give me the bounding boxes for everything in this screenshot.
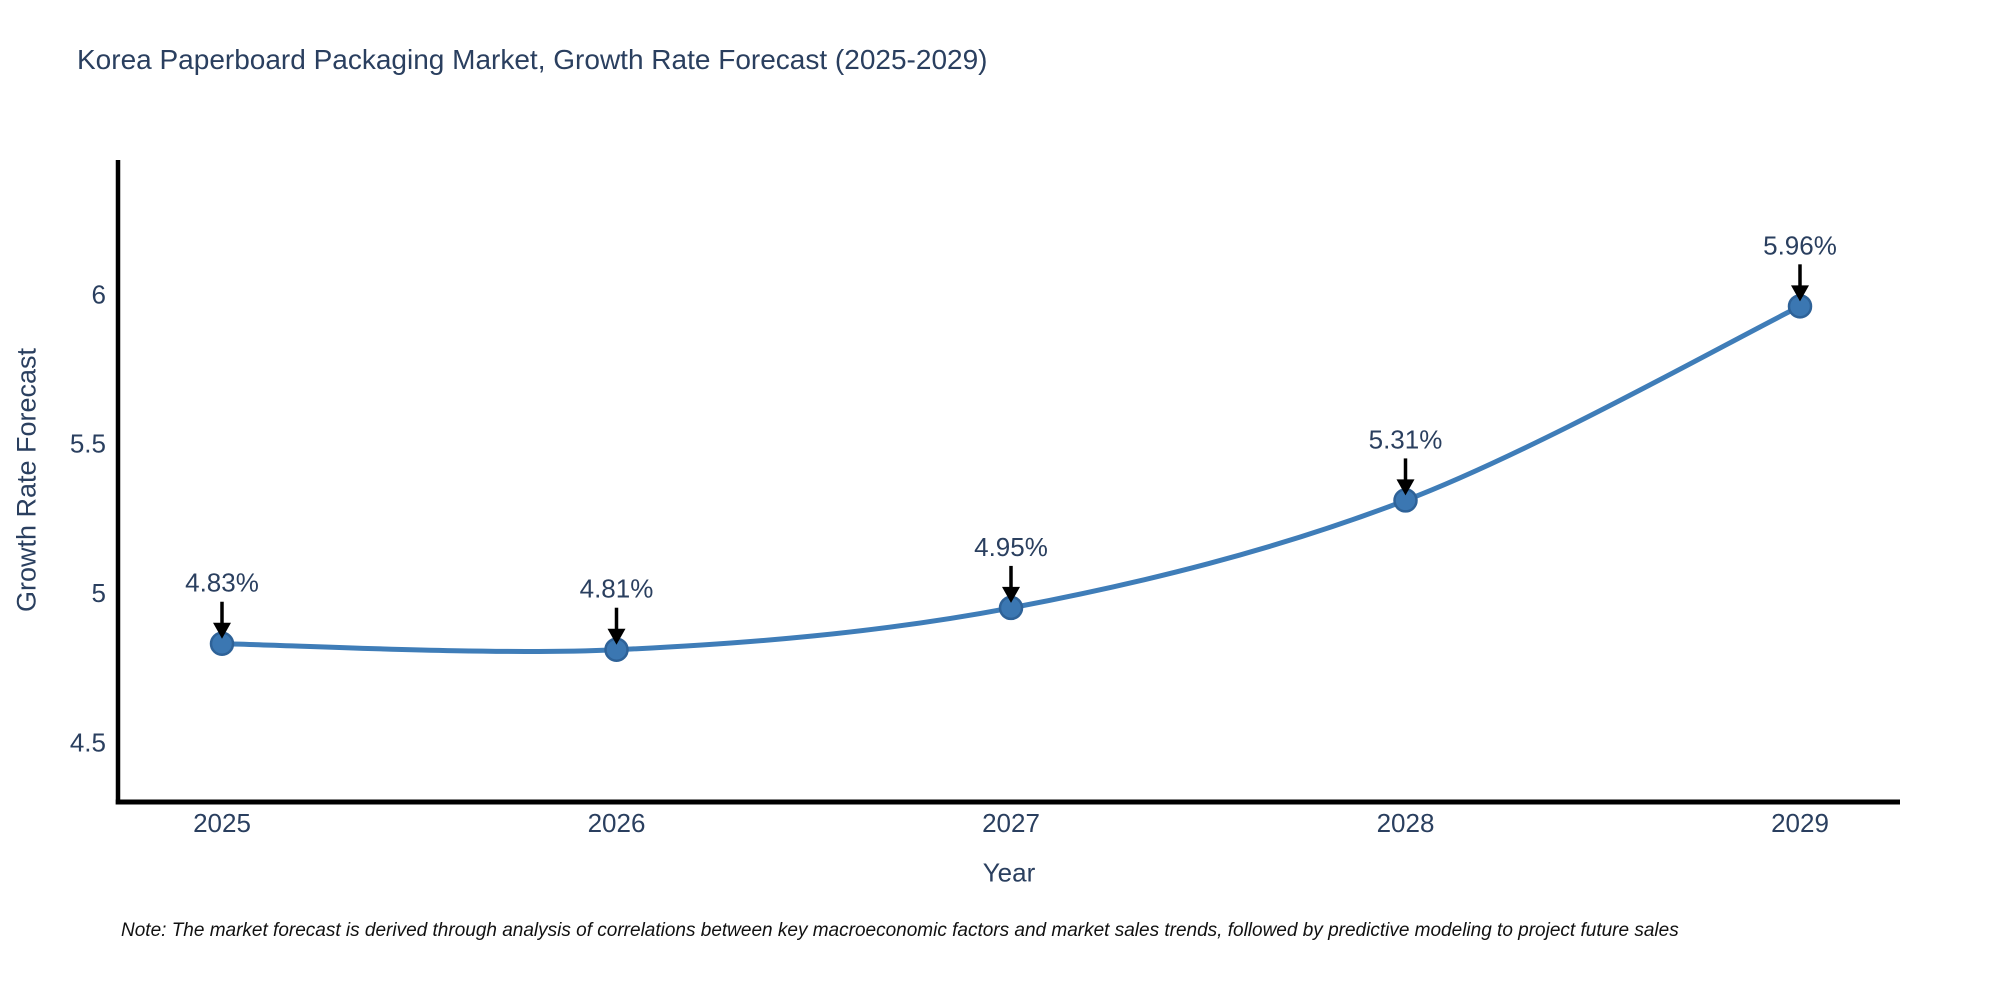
y-tick-label: 6 <box>92 279 106 309</box>
x-tick-label: 2026 <box>588 808 646 838</box>
annotation-value-label: 4.81% <box>580 574 654 604</box>
annotation-value-label: 5.96% <box>1763 230 1837 260</box>
annotation-arrow-head <box>1002 586 1020 603</box>
chart-title: Korea Paperboard Packaging Market, Growt… <box>77 44 988 75</box>
y-tick-label: 5 <box>92 578 106 608</box>
y-axis-label: Growth Rate Forecast <box>11 347 42 613</box>
annotation-2025: 4.83% <box>185 568 259 639</box>
y-tick-label: 5.5 <box>70 429 106 459</box>
x-tick-label: 2027 <box>982 808 1040 838</box>
annotation-value-label: 4.83% <box>185 568 259 598</box>
x-tick-label: 2029 <box>1771 808 1829 838</box>
x-axis-label: Year <box>982 857 1036 888</box>
annotation-value-label: 5.31% <box>1369 424 1443 454</box>
annotation-arrow-head <box>213 622 231 639</box>
annotation-2027: 4.95% <box>974 532 1048 603</box>
annotation-arrow-head <box>1396 479 1415 496</box>
x-tick-label: 2025 <box>193 808 251 838</box>
annotation-arrow-head <box>1791 285 1809 302</box>
footnote: Note: The market forecast is derived thr… <box>121 920 1679 941</box>
annotation-2029: 5.96% <box>1763 230 1837 302</box>
annotation-value-label: 4.95% <box>974 532 1048 562</box>
x-tick-label: 2028 <box>1377 808 1435 838</box>
annotation-arrow-head <box>607 628 626 645</box>
annotation-2028: 5.31% <box>1369 424 1443 496</box>
y-tick-label: 4.5 <box>70 727 106 757</box>
annotation-2026: 4.81% <box>580 574 654 645</box>
